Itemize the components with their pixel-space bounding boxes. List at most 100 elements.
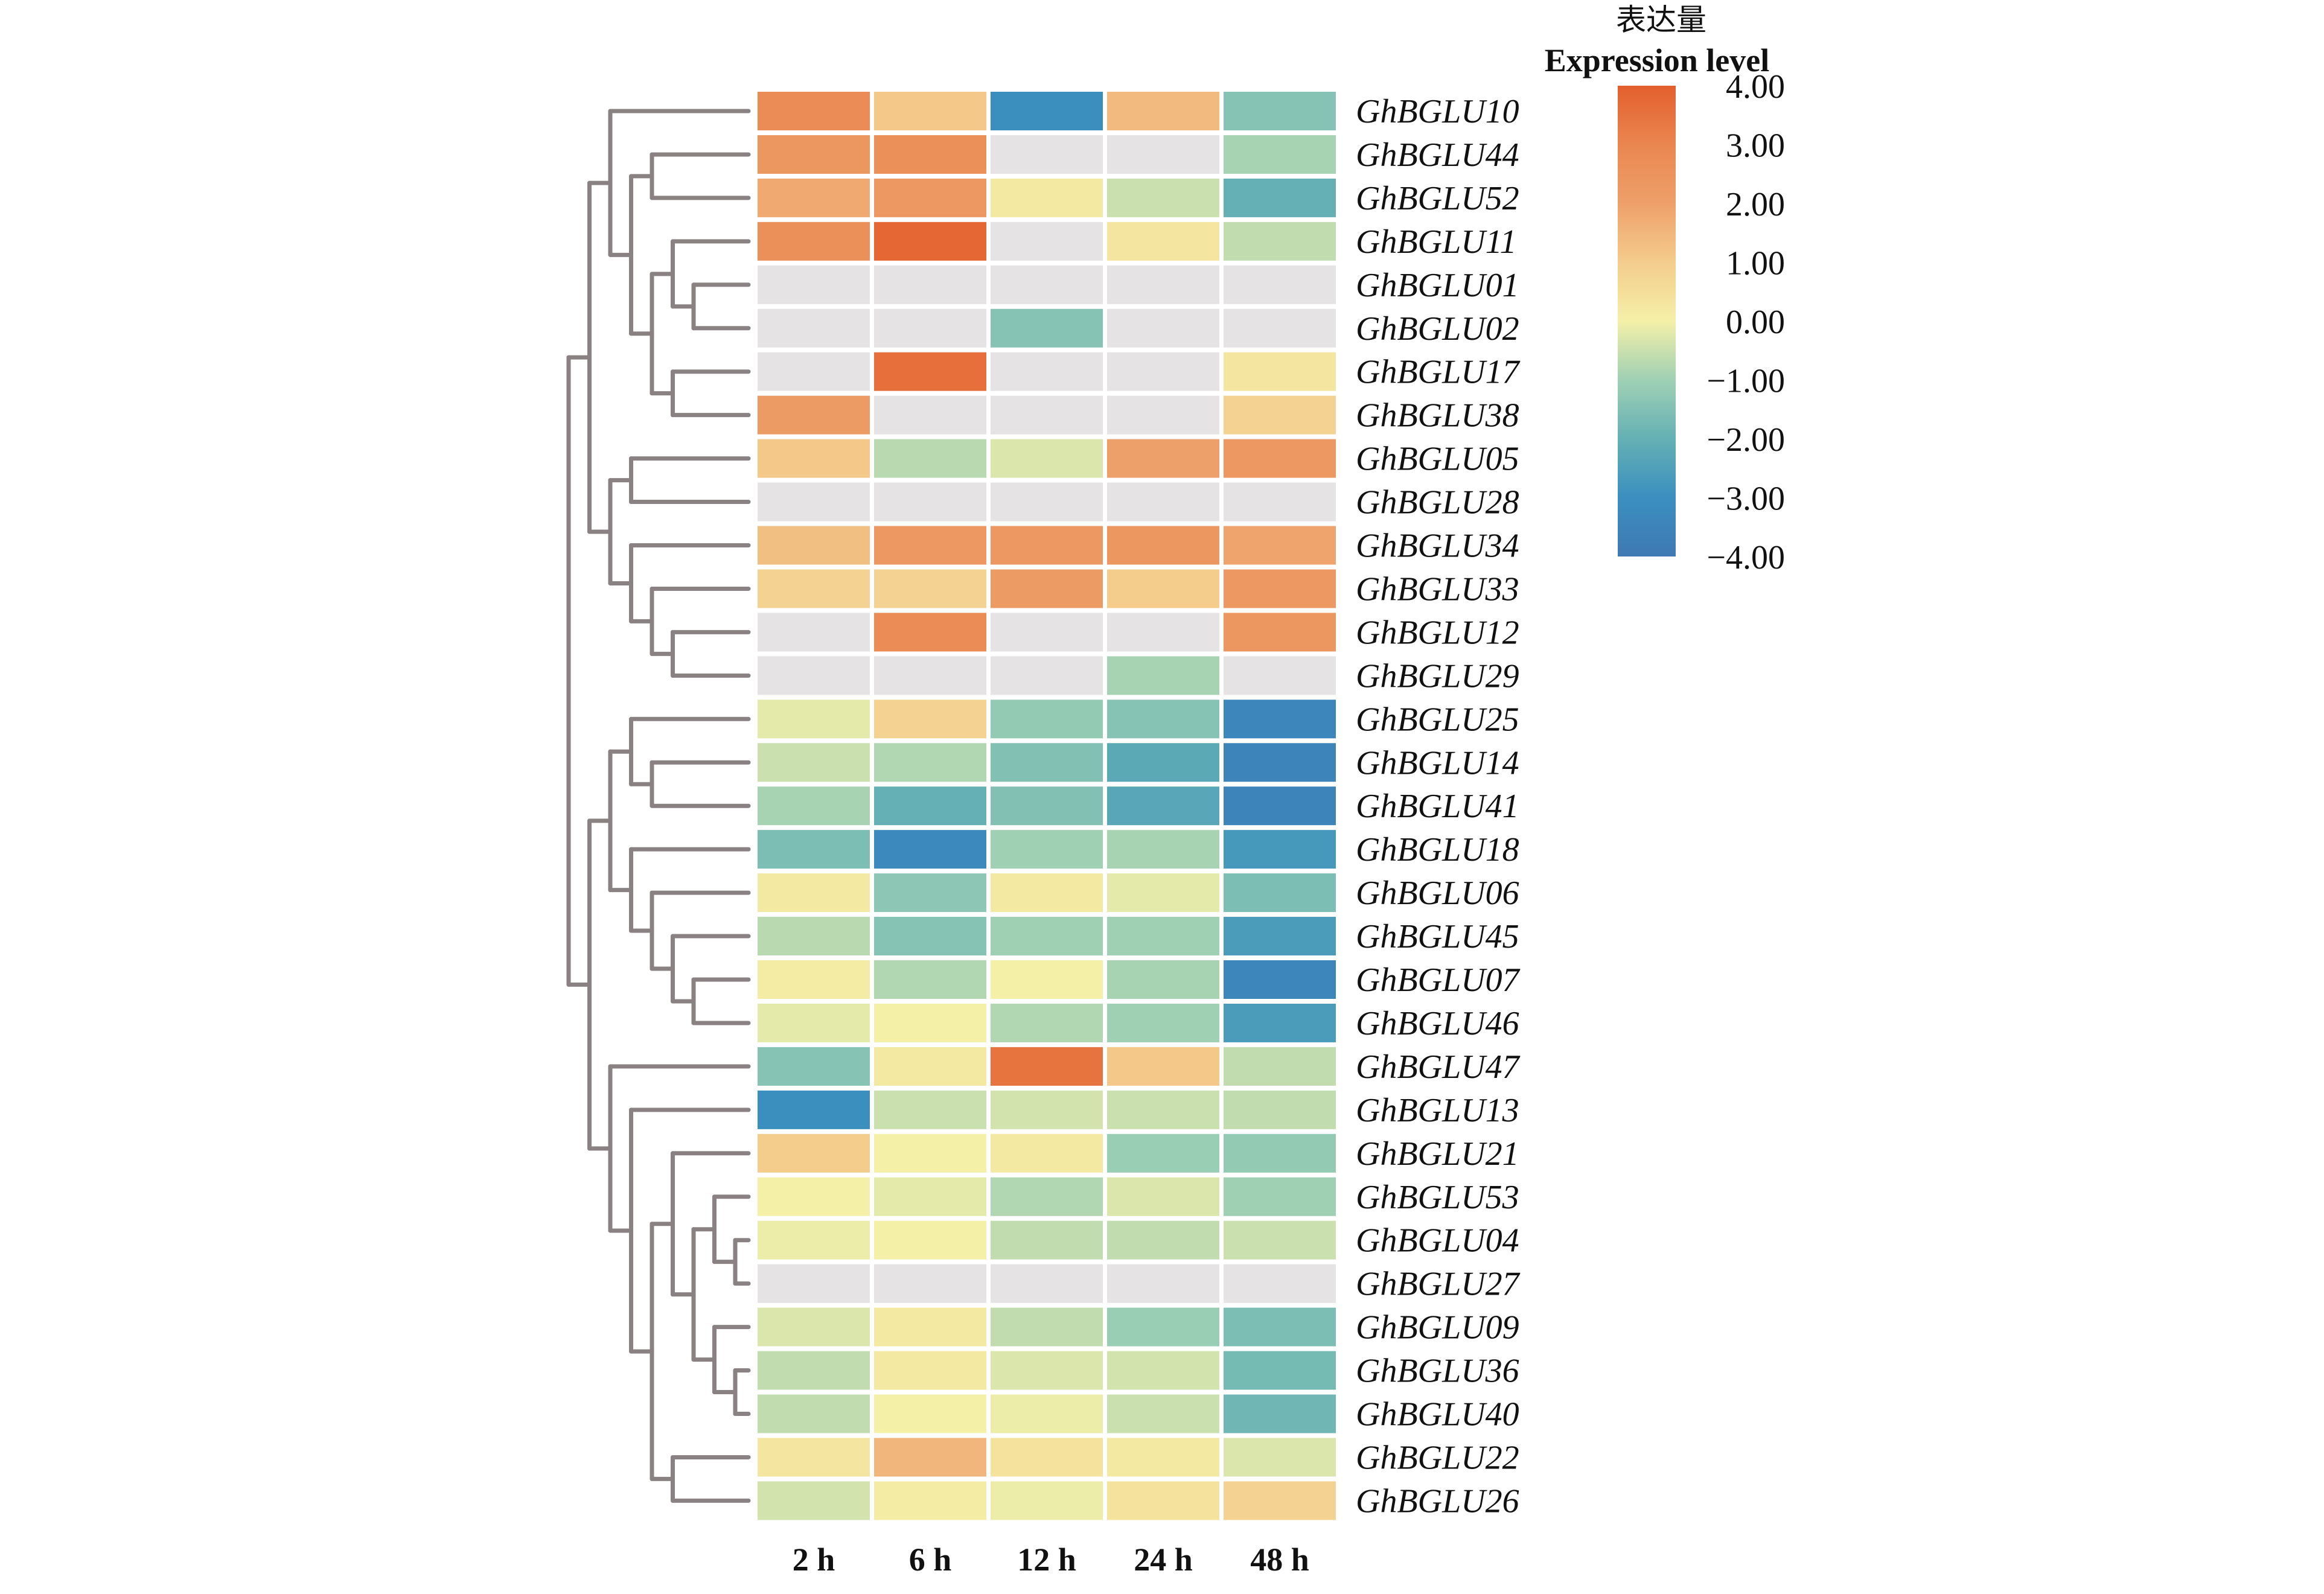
heatmap-cell — [874, 1047, 986, 1086]
row-label: GhBGLU52 — [1356, 180, 1519, 217]
heatmap-cell — [758, 873, 870, 913]
heatmap-cell — [1107, 1307, 1219, 1347]
heatmap-cell — [1107, 1351, 1219, 1390]
heatmap-cell — [1224, 786, 1336, 826]
heatmap-cell — [1224, 1351, 1336, 1390]
heatmap-cell — [1224, 613, 1336, 652]
heatmap-cell — [991, 1264, 1103, 1303]
heatmap-cell — [1107, 786, 1219, 826]
heatmap-cell — [874, 1438, 986, 1477]
heatmap-cell — [991, 178, 1103, 217]
heatmap-cell — [874, 613, 986, 652]
heatmap-cell — [758, 1090, 870, 1129]
heatmap-cell — [874, 830, 986, 869]
heatmap-cell — [758, 222, 870, 261]
heatmap-cell — [1107, 178, 1219, 217]
heatmap-cell — [1224, 352, 1336, 391]
column-label: 2 h — [793, 1541, 835, 1578]
heatmap-cell — [1224, 873, 1336, 913]
heatmap-cell — [1224, 135, 1336, 174]
heatmap-cell — [874, 526, 986, 565]
row-label: GhBGLU33 — [1356, 570, 1519, 608]
heatmap-cell — [991, 135, 1103, 174]
heatmap-cells — [758, 92, 1336, 1520]
row-label: GhBGLU07 — [1356, 961, 1521, 999]
heatmap-cell — [1107, 222, 1219, 261]
legend-tick-label: 1.00 — [1726, 245, 1785, 282]
heatmap-cell — [991, 1220, 1103, 1260]
row-label: GhBGLU28 — [1356, 484, 1519, 521]
row-label: GhBGLU04 — [1356, 1222, 1519, 1260]
heatmap-cell — [758, 1394, 870, 1433]
heatmap-cell — [1107, 569, 1219, 608]
heatmap-cell — [1107, 265, 1219, 304]
heatmap-cell — [991, 830, 1103, 869]
heatmap-cell — [758, 743, 870, 782]
column-label: 48 h — [1250, 1541, 1309, 1578]
row-label: GhBGLU13 — [1356, 1092, 1519, 1129]
heatmap-cell — [874, 395, 986, 435]
heatmap-cell — [1224, 92, 1336, 130]
heatmap-cell — [874, 439, 986, 478]
heatmap-cell — [1224, 1133, 1336, 1173]
row-label: GhBGLU06 — [1356, 875, 1519, 912]
column-labels: 2 h 6 h 12 h 24 h 48 h — [793, 1541, 1309, 1578]
heatmap-cell — [758, 613, 870, 652]
heatmap-cell — [758, 569, 870, 608]
color-legend: 表达量 Expression level 4.00 3.00 2.00 1.00 0.0… — [1545, 2, 1785, 576]
heatmap-cell — [758, 92, 870, 130]
heatmap-cell — [991, 92, 1103, 130]
heatmap-cell — [758, 1003, 870, 1042]
heatmap-cell — [1107, 1133, 1219, 1173]
heatmap-cell — [1224, 656, 1336, 695]
row-label: GhBGLU17 — [1356, 354, 1521, 391]
heatmap-cell — [1224, 1307, 1336, 1347]
heatmap-cell — [874, 1394, 986, 1433]
heatmap-cell — [1224, 526, 1336, 565]
heatmap-cell — [991, 613, 1103, 652]
heatmap-cell — [991, 1351, 1103, 1390]
heatmap-cell — [1224, 308, 1336, 348]
row-label: GhBGLU34 — [1356, 528, 1519, 565]
row-label: GhBGLU12 — [1356, 614, 1519, 651]
heatmap-cell — [1107, 830, 1219, 869]
row-label: GhBGLU11 — [1356, 223, 1517, 261]
heatmap-cell — [1107, 743, 1219, 782]
heatmap-cell — [1224, 1481, 1336, 1520]
heatmap-cell — [874, 265, 986, 304]
heatmap-cell — [1107, 395, 1219, 435]
heatmap-cell — [874, 656, 986, 695]
heatmap-cell — [1107, 135, 1219, 174]
heatmap-cell — [991, 439, 1103, 478]
heatmap-cell — [1107, 873, 1219, 913]
heatmap-cell — [758, 656, 870, 695]
heatmap-cell — [874, 1133, 986, 1173]
heatmap-cell — [874, 1177, 986, 1216]
heatmap-cell — [991, 526, 1103, 565]
heatmap-cell — [1224, 1047, 1336, 1086]
heatmap-cell — [991, 1090, 1103, 1129]
row-label: GhBGLU41 — [1356, 788, 1519, 825]
heatmap-cell — [758, 1264, 870, 1303]
heatmap-cell — [874, 873, 986, 913]
heatmap-cell — [991, 222, 1103, 261]
heatmap-cell — [874, 308, 986, 348]
legend-tick-label: −2.00 — [1706, 421, 1785, 459]
heatmap-cell — [874, 1351, 986, 1390]
heatmap-cell — [1224, 439, 1336, 478]
heatmap-cell — [1107, 1438, 1219, 1477]
row-label: GhBGLU40 — [1356, 1396, 1519, 1433]
heatmap-cell — [991, 352, 1103, 391]
heatmap-cell — [1224, 178, 1336, 217]
row-label: GhBGLU26 — [1356, 1482, 1519, 1520]
heatmap-cell — [991, 1481, 1103, 1520]
heatmap-cell — [1224, 1264, 1336, 1303]
heatmap-cell — [874, 786, 986, 826]
heatmap-cell — [991, 1177, 1103, 1216]
row-label: GhBGLU09 — [1356, 1309, 1519, 1347]
heatmap-cell — [991, 917, 1103, 956]
heatmap-cell — [874, 222, 986, 261]
heatmap-cell — [874, 482, 986, 521]
heatmap-cell — [1224, 569, 1336, 608]
heatmap-cell — [1107, 1090, 1219, 1129]
